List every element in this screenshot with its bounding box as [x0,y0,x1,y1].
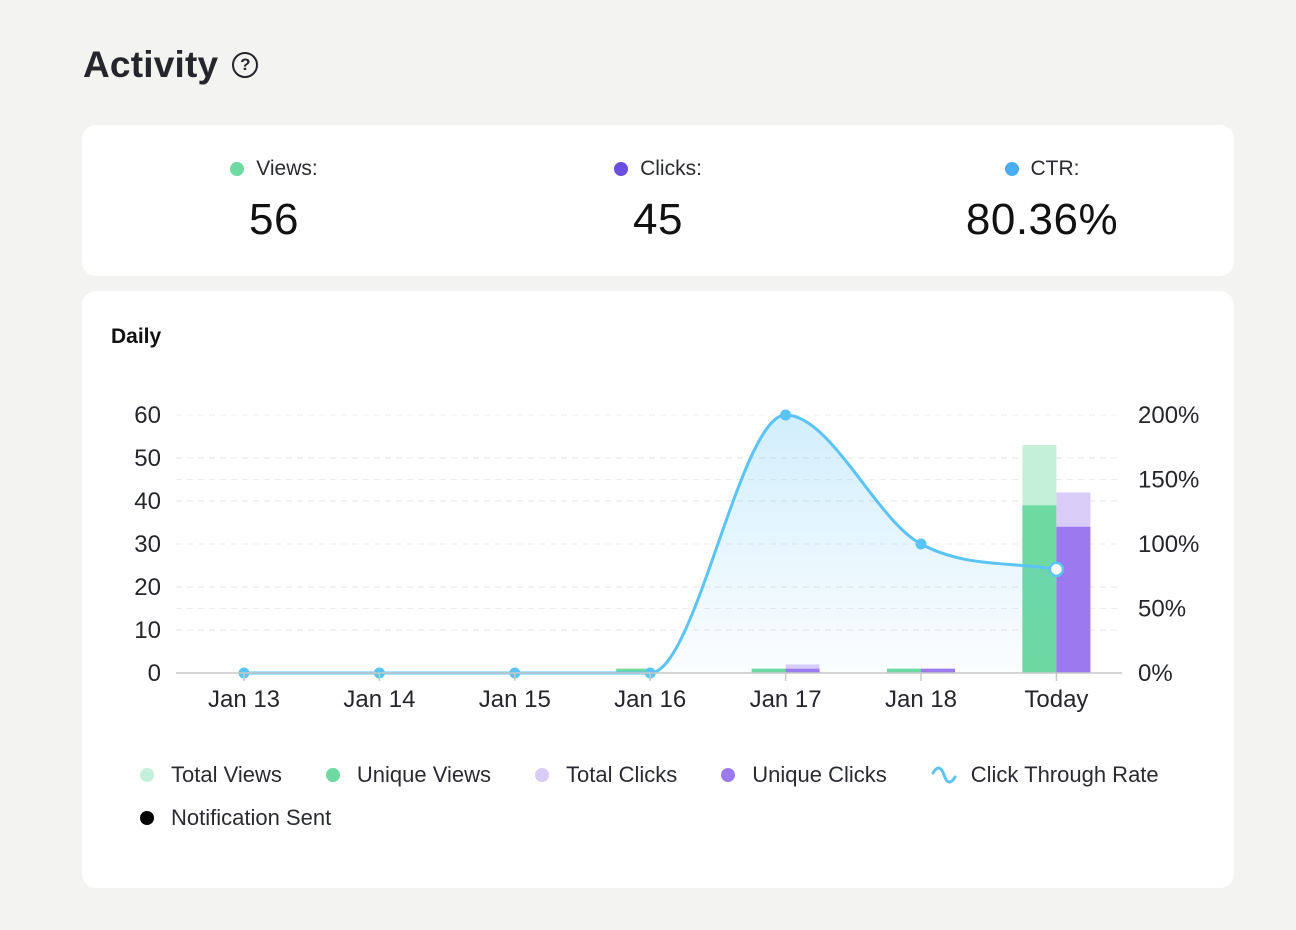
clicks-stat: Clicks: 45 [528,157,788,245]
views-label: Views: [256,157,318,180]
legend-dot-icon [140,810,154,825]
legend-label: Total Views [171,761,282,787]
ctr-point [1048,561,1065,578]
bar-unique-views [616,668,651,673]
legend-label: Notification Sent [171,804,332,830]
y-left-tick-label: 20 [134,574,161,601]
x-tick-label: Jan 14 [343,686,415,713]
legend-item-unique-views[interactable]: Unique Views [325,761,491,788]
y-left-tick-label: 60 [134,402,161,429]
legend-label: Total Clicks [566,761,678,787]
legend-dot-icon [721,767,736,782]
legend-label: Unique Views [356,761,491,787]
y-left-tick-label: 50 [134,445,161,472]
page-header: Activity ? [83,44,259,86]
ctr-point [780,409,792,421]
y-right-tick-label: 200% [1138,402,1199,429]
help-icon[interactable]: ? [232,52,259,78]
legend-dot-icon [140,767,154,782]
chart-title: Daily [111,325,162,348]
legend-item-notification-sent[interactable]: Notification Sent [140,805,331,831]
legend-label: Click Through Rate [970,761,1159,787]
ctr-point [915,538,927,550]
legend-dot-icon [535,767,549,782]
x-tick-label: Jan 15 [479,686,551,713]
legend-item-total-views[interactable]: Total Views [140,762,282,788]
y-left-tick-label: 30 [134,531,161,558]
bar-unique-clicks [1056,526,1091,673]
page-title: Activity [83,44,219,85]
ctr-label: CTR: [1030,157,1080,180]
views-dot-icon [230,162,245,176]
ctr-dot-icon [1004,162,1019,176]
views-stat: Views: 56 [144,157,404,245]
x-tick-label: Today [1024,686,1088,713]
x-tick-label: Jan 13 [208,686,280,713]
views-value: 56 [249,195,299,244]
y-right-tick-label: 50% [1138,596,1186,623]
y-left-tick-label: 40 [134,488,161,515]
x-tick-label: Jan 17 [750,686,822,713]
ctr-value: 80.36% [965,195,1119,244]
legend-label: Unique Clicks [752,761,887,787]
legend-dot-icon [325,767,340,782]
clicks-dot-icon [614,162,629,176]
legend-item-click-through-rate[interactable]: Click Through Rate [931,762,1159,788]
y-right-tick-label: 100% [1138,531,1199,558]
x-tick-label: Jan 16 [614,686,686,713]
x-tick-label: Jan 18 [885,686,957,713]
legend-item-unique-clicks[interactable]: Unique Clicks [721,762,887,788]
ctr-area [244,415,1057,673]
y-left-tick-label: 10 [134,617,161,644]
chart-legend: Total Views Unique Views Total Clicks Uniqu… [140,753,1200,839]
clicks-value: 45 [633,195,683,244]
clicks-label: Clicks: [640,157,702,180]
y-right-tick-label: 0% [1138,660,1173,687]
y-right-tick-label: 150% [1138,467,1199,494]
daily-chart-card: Daily 0 10 20 30 40 50 60 0% 50% 100% 150% 200% Jan … [82,291,1234,888]
y-left-tick-label: 0 [148,660,161,687]
legend-item-total-clicks[interactable]: Total Clicks [535,762,677,788]
wave-icon [931,766,957,783]
daily-chart: 0 10 20 30 40 50 60 0% 50% 100% 150% 200% Jan 13 Jan … [134,402,1199,713]
summary-card: Views: 56 Clicks: 45 CTR: 80.36% [82,125,1234,276]
ctr-stat: CTR: 80.36% [912,157,1172,245]
